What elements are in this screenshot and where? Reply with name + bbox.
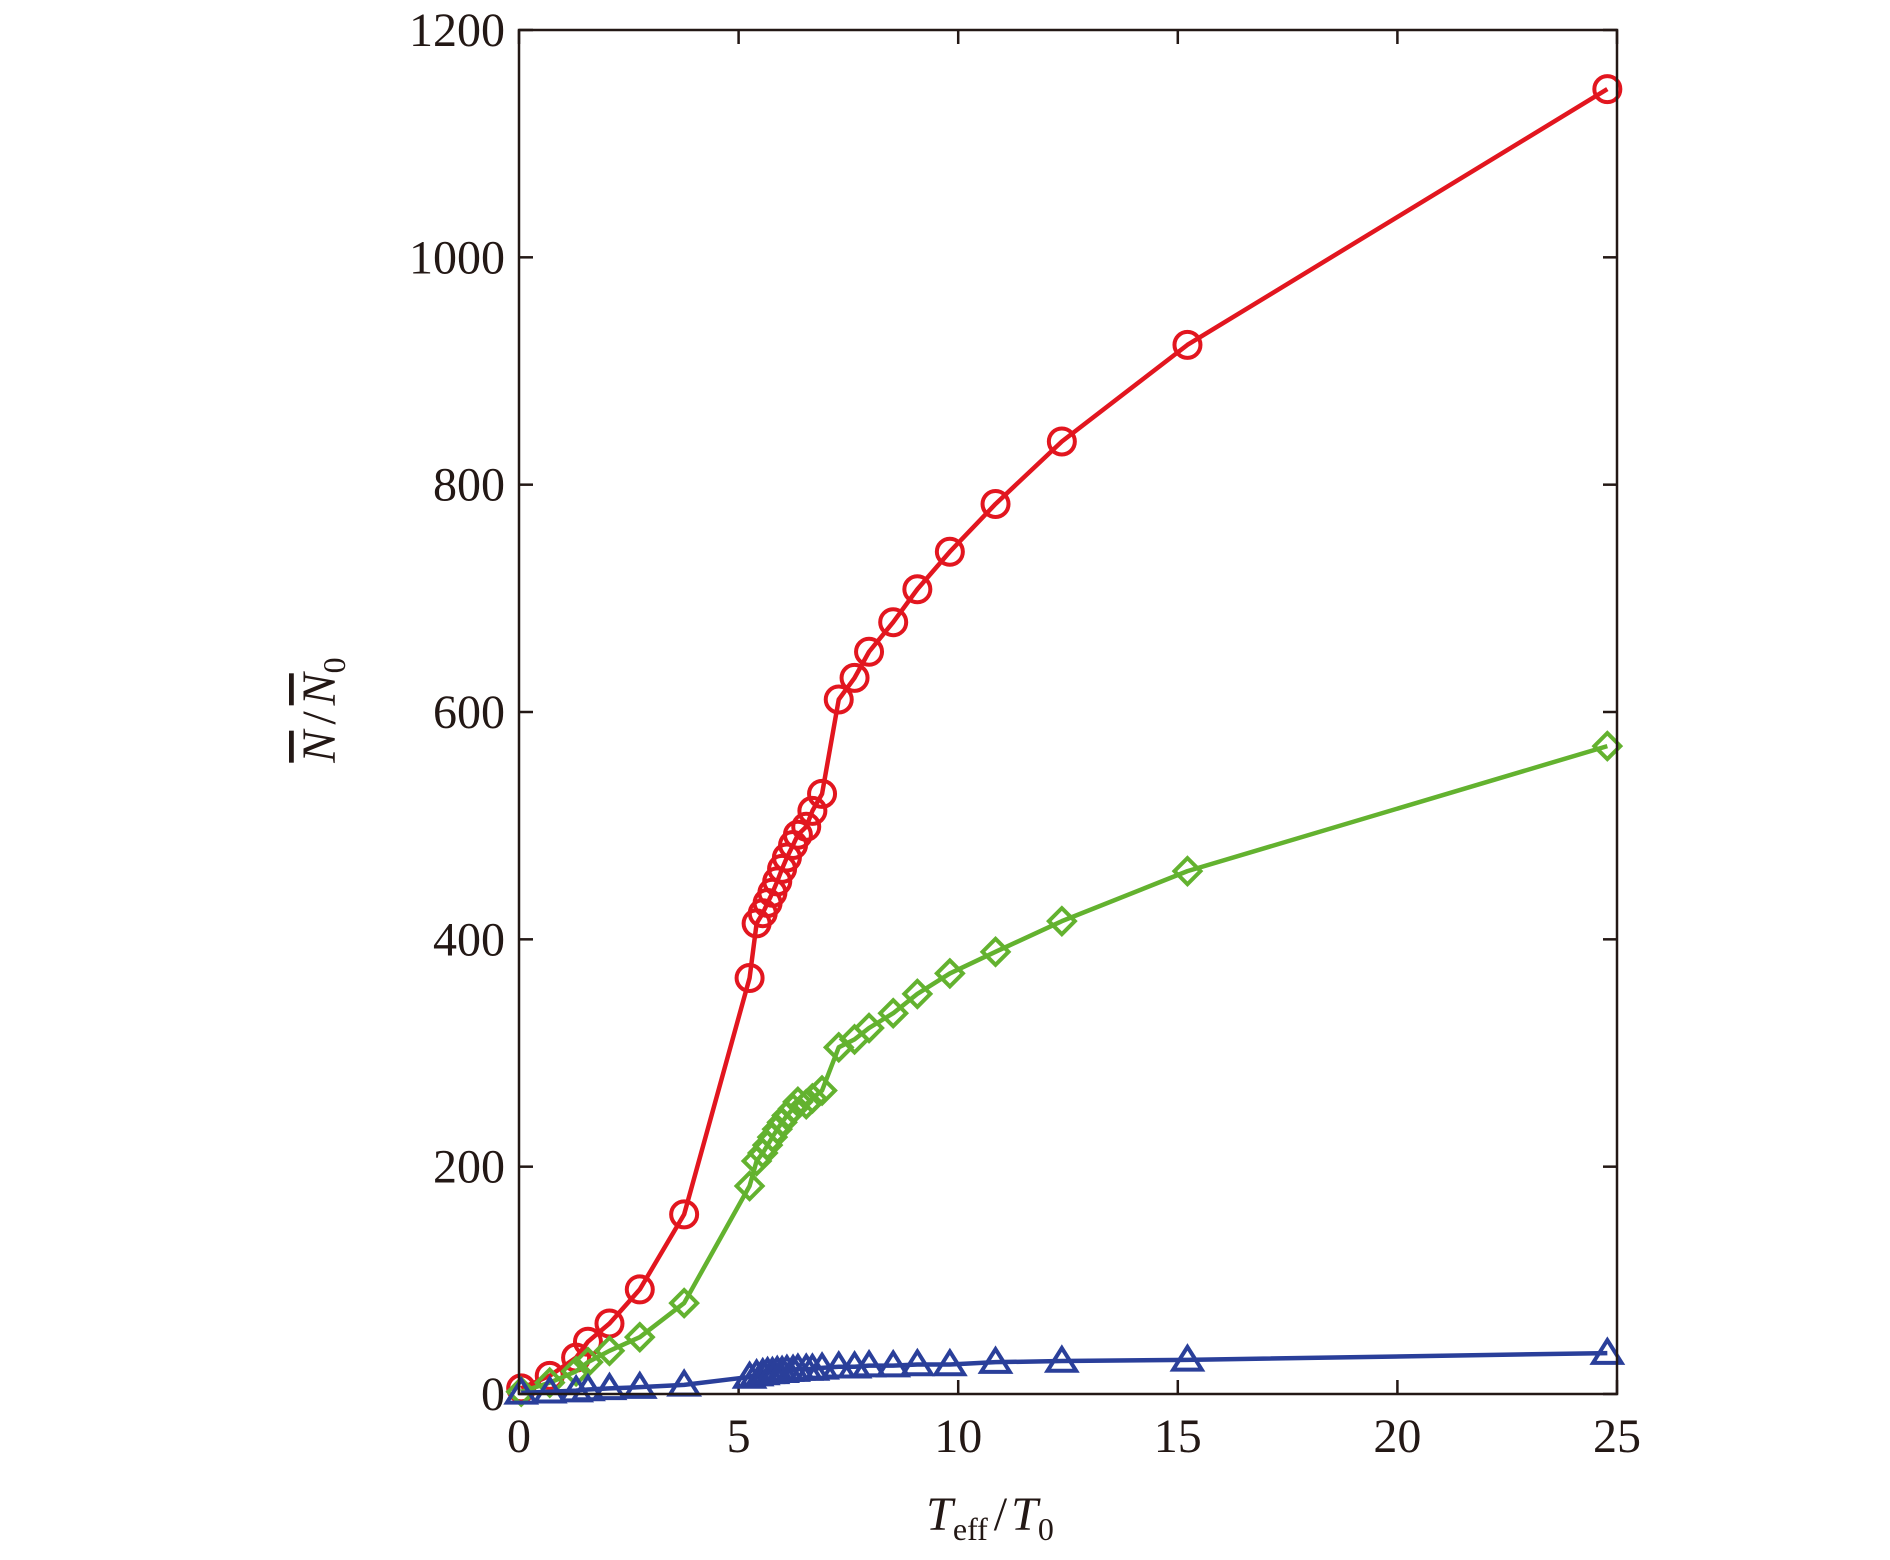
x-label-part: eff <box>953 1511 988 1547</box>
x-tick-label: 15 <box>1154 1410 1202 1463</box>
marker <box>823 684 854 715</box>
marker <box>791 811 822 842</box>
y-axis-label: N/N0 <box>293 657 352 763</box>
y-tick-label: 0 <box>481 1368 505 1421</box>
y-tick-label: 1000 <box>409 231 505 284</box>
marker <box>979 936 1012 968</box>
marker <box>934 536 965 567</box>
marker <box>533 1366 566 1399</box>
x-label-part: T <box>926 1488 956 1541</box>
marker <box>806 1074 838 1107</box>
marker <box>668 1287 700 1319</box>
marker <box>901 978 934 1010</box>
marker <box>669 1199 700 1230</box>
marker <box>1046 905 1078 937</box>
marker <box>790 1088 823 1120</box>
marker <box>593 1334 626 1367</box>
series-line <box>520 87 1609 1391</box>
marker <box>977 1345 1014 1374</box>
marker <box>839 662 870 693</box>
marker <box>623 1321 656 1353</box>
marker <box>796 1082 829 1115</box>
marker <box>570 1372 606 1402</box>
marker <box>902 574 933 605</box>
x-label-part: / <box>994 1488 1008 1541</box>
marker <box>782 819 813 850</box>
y-tick-label: 400 <box>433 913 505 966</box>
marker <box>1589 1336 1626 1365</box>
series-line <box>520 743 1608 1394</box>
marker <box>733 1170 766 1202</box>
marker <box>853 1012 885 1044</box>
y-tick-label: 200 <box>433 1141 505 1194</box>
marker <box>560 1355 592 1388</box>
marker <box>531 1374 568 1404</box>
marker <box>734 962 765 993</box>
x-tick-label: 25 <box>1593 1410 1641 1463</box>
marker <box>1172 329 1203 360</box>
y-label-part: / <box>293 711 346 725</box>
x-tick-label: 10 <box>934 1410 982 1463</box>
marker <box>621 1370 658 1399</box>
y-label-part: N <box>293 670 346 706</box>
marker <box>851 1348 887 1378</box>
marker <box>624 1274 655 1305</box>
y-tick-label: 800 <box>433 459 505 512</box>
y-label-part: 0 <box>316 657 352 673</box>
marker <box>1043 1344 1080 1373</box>
marker <box>782 1086 814 1118</box>
marker <box>1046 426 1077 457</box>
marker <box>591 1371 628 1401</box>
marker <box>797 795 828 826</box>
marker <box>1169 1343 1206 1372</box>
marker <box>934 957 966 990</box>
marker <box>854 636 885 667</box>
x-label-part: 0 <box>1038 1511 1054 1547</box>
marker <box>980 488 1011 519</box>
marker <box>572 1326 603 1357</box>
x-tick-label: 0 <box>507 1410 531 1463</box>
marker <box>878 607 909 638</box>
marker <box>777 1092 809 1125</box>
y-tick-label: 600 <box>433 686 505 739</box>
marker <box>877 997 910 1030</box>
y-label-part: N <box>293 728 346 764</box>
x-tick-label: 5 <box>727 1410 751 1463</box>
plot-frame <box>517 28 1619 1396</box>
marker <box>807 778 838 809</box>
marker <box>875 1348 912 1378</box>
marker <box>1592 74 1623 105</box>
marker <box>899 1347 936 1377</box>
y-tick-label: 1200 <box>409 4 505 57</box>
marker <box>1171 855 1204 887</box>
marker <box>505 1375 538 1408</box>
x-label-part: T <box>1011 1488 1041 1541</box>
marker <box>931 1347 968 1377</box>
x-axis-label: Teff/T0 <box>926 1488 1054 1547</box>
x-tick-label: 20 <box>1373 1410 1421 1463</box>
marker <box>503 1376 540 1405</box>
